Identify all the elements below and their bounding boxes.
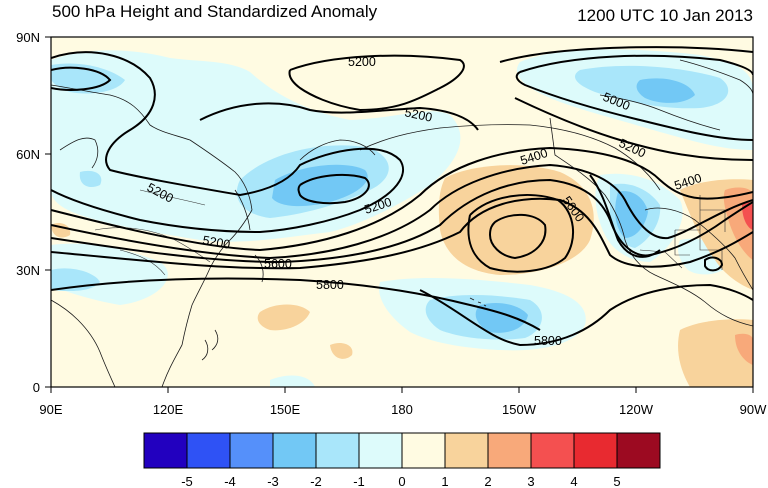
contour-label: 5800 [534, 334, 562, 348]
strong-negative-anomaly-shading [272, 78, 695, 333]
lon-tick-label: 90E [39, 402, 62, 417]
contour-5200-siberia [199, 102, 479, 131]
contour-label: 5600 [264, 257, 292, 271]
colorbar-swatch [358, 432, 403, 469]
contour-5000-west [51, 66, 112, 91]
contour-label: 5800 [316, 278, 344, 292]
lon-tick-label: 120E [153, 402, 184, 417]
colorbar-tick-label: -1 [353, 474, 365, 488]
contour-5400-inner [51, 178, 753, 264]
contour-label: 5200 [201, 233, 231, 252]
contour-5800-west [51, 277, 541, 331]
contour-5400-arc [51, 163, 753, 260]
contour-5800-east [419, 283, 753, 347]
colorbar-swatch [444, 432, 489, 469]
lon-tick-label: 120W [619, 402, 654, 417]
colorbar-tick-label: 3 [527, 474, 534, 488]
contour-label: 5200 [403, 105, 433, 124]
colorbar-swatch [186, 432, 231, 469]
colorbar-tick-label: 1 [441, 474, 448, 488]
x-axis-labels: 90E 120E 150E 180 150W 120W 90W [39, 402, 767, 417]
contour-high-center [488, 213, 547, 260]
colorbar-swatch [401, 432, 446, 469]
colorbar-tick-label: 4 [570, 474, 577, 488]
colorbar-swatch [573, 432, 618, 469]
colorbar-tick-label: 5 [613, 474, 620, 488]
contour-5200-west [51, 51, 405, 234]
axis-ticks [45, 36, 754, 393]
colorbar [143, 432, 661, 469]
lon-tick-label: 150E [270, 402, 301, 417]
positive-anomaly-shading [51, 165, 753, 387]
plot-area: 5200 5200 5200 5200 5000 5200 5400 5600 … [51, 37, 753, 387]
lat-tick-label: 90N [16, 30, 40, 45]
colorbar-swatch [272, 432, 317, 469]
contour-5600 [51, 197, 753, 270]
colorbar-tick-label: -2 [310, 474, 322, 488]
colorbar-tick-label: 0 [398, 474, 405, 488]
strong-positive-anomaly-shading [742, 202, 753, 230]
colorbar-swatch [315, 432, 360, 469]
contour-low-center [297, 173, 370, 205]
contour-5200-polar [288, 54, 465, 112]
colorbar-tick-label: 2 [484, 474, 491, 488]
lat-tick-label: 0 [33, 380, 40, 395]
colorbar-tick-label: -3 [267, 474, 279, 488]
colorbar-labels: -5 -4 -3 -2 -1 0 1 2 3 4 5 [181, 474, 620, 488]
timestamp-label: 1200 UTC 10 Jan 2013 [577, 6, 753, 25]
contour-5000-east [515, 54, 753, 141]
lat-tick-label: 60N [16, 147, 40, 162]
y-axis-labels: 90N 60N 30N 0 [16, 30, 40, 395]
lon-tick-label: 180 [391, 402, 413, 417]
colorbar-tick-label: -5 [181, 474, 193, 488]
lon-tick-label: 90W [740, 402, 767, 417]
contour-closed-low-east [704, 256, 724, 272]
colorbar-tick-label: -4 [224, 474, 236, 488]
contour-high-ring [467, 194, 575, 273]
lat-tick-label: 30N [16, 263, 40, 278]
contour-trough [589, 174, 661, 258]
colorbar-swatch [530, 432, 575, 469]
colorbar-swatch [143, 432, 188, 469]
colorbar-swatch [616, 432, 661, 469]
lon-tick-label: 150W [502, 402, 537, 417]
height-contours [51, 46, 753, 347]
contour-5200-north [499, 46, 753, 161]
colorbar-swatch [487, 432, 532, 469]
map-title: 500 hPa Height and Standardized Anomaly [52, 2, 378, 21]
contour-5200-east [51, 146, 753, 252]
colorbar-swatch [229, 432, 274, 469]
contour-label: 5200 [348, 55, 376, 69]
